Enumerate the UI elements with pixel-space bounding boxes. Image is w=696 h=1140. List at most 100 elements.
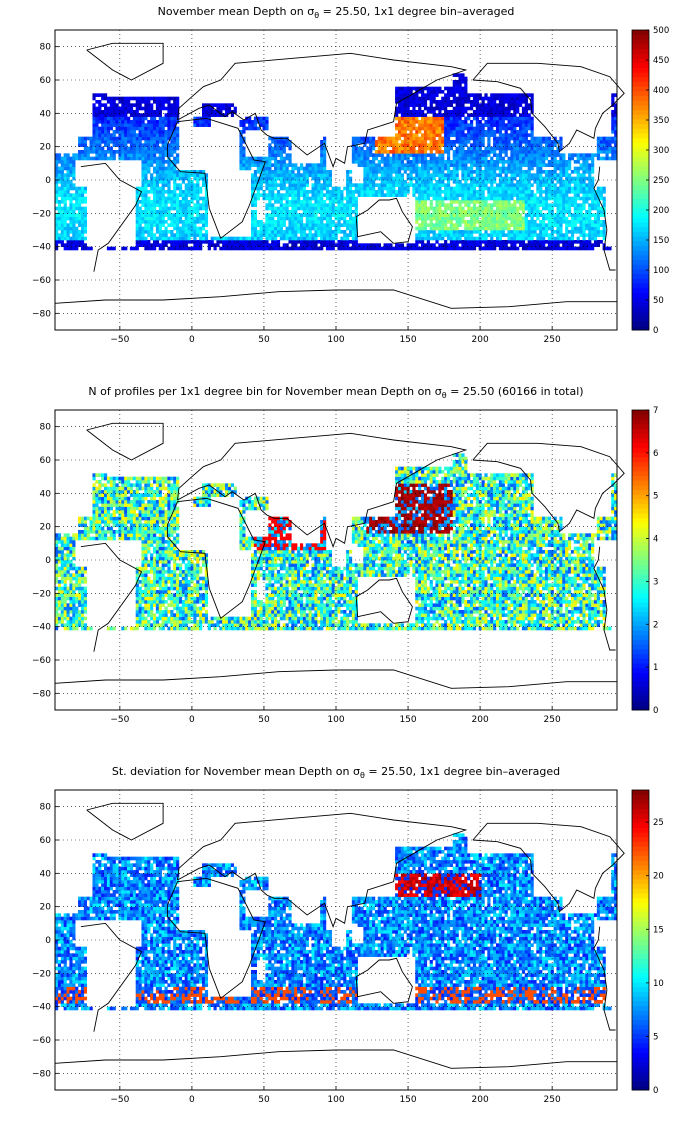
heat-cell xyxy=(501,156,505,161)
heat-cell xyxy=(239,140,243,144)
heat-cell xyxy=(568,160,572,164)
heat-cell xyxy=(222,240,226,244)
heat-cell xyxy=(115,123,119,127)
heat-cell xyxy=(141,123,145,127)
heat-cell xyxy=(271,220,275,224)
heat-cell xyxy=(446,113,451,117)
heat-cell xyxy=(421,116,425,121)
heat-cell xyxy=(568,186,572,191)
heat-cell xyxy=(498,110,503,114)
heat-cell xyxy=(297,226,301,231)
heat-cell xyxy=(446,130,451,134)
heat-cell xyxy=(325,206,330,211)
heat-cell xyxy=(438,116,442,121)
heat-cell xyxy=(354,140,358,144)
heat-cell xyxy=(147,180,151,184)
heat-cell xyxy=(311,183,315,187)
heat-cell xyxy=(415,126,419,131)
heat-cell xyxy=(78,223,82,227)
heat-cell xyxy=(92,110,96,114)
heat-cell xyxy=(80,136,85,141)
heat-cell xyxy=(144,140,148,144)
heat-cell xyxy=(478,186,482,191)
heat-cell xyxy=(118,133,122,137)
heat-cell xyxy=(242,140,246,144)
heat-cell xyxy=(124,143,128,147)
heat-cell xyxy=(415,133,419,137)
heat-cell xyxy=(423,130,428,134)
heat-cell xyxy=(63,196,67,201)
heat-cell xyxy=(487,213,491,217)
heat-cell xyxy=(470,146,474,151)
heat-cell xyxy=(285,200,289,204)
heat-cell xyxy=(98,133,102,137)
heat-cell xyxy=(432,230,436,234)
heat-cell xyxy=(455,236,459,241)
heat-cell xyxy=(132,153,136,157)
heat-cell xyxy=(346,186,350,191)
heat-cell xyxy=(219,246,223,251)
heat-cell xyxy=(516,220,520,224)
heat-cell xyxy=(547,180,552,184)
heat-cell xyxy=(596,150,601,154)
heat-cell xyxy=(366,183,370,187)
heat-cell xyxy=(591,203,595,207)
heat-cell xyxy=(415,243,419,247)
heat-cell xyxy=(173,203,177,207)
heat-cell xyxy=(409,173,413,177)
heat-cell xyxy=(80,206,85,211)
heat-cell xyxy=(57,180,62,184)
heat-cell xyxy=(176,196,180,201)
heat-cell xyxy=(66,243,70,247)
heat-cell xyxy=(78,240,82,244)
heat-cell xyxy=(69,183,73,187)
heat-cell xyxy=(521,236,526,241)
heat-cell xyxy=(138,126,142,131)
heat-cell xyxy=(461,243,465,247)
heat-cell xyxy=(421,156,425,161)
heat-cell xyxy=(325,226,330,231)
heat-cell xyxy=(279,213,283,217)
heat-cell xyxy=(144,190,148,194)
heat-cell xyxy=(611,136,615,141)
heat-cell xyxy=(135,210,139,214)
heat-cell xyxy=(521,210,526,214)
heat-cell xyxy=(256,126,260,131)
heat-cell xyxy=(250,203,255,207)
heat-cell xyxy=(242,136,246,141)
heat-cell xyxy=(438,136,442,141)
heat-cell xyxy=(614,156,618,161)
heat-cell xyxy=(435,133,439,137)
heat-cell xyxy=(467,240,471,244)
heat-cell xyxy=(524,226,528,231)
heat-cell xyxy=(377,170,381,174)
heat-cell xyxy=(582,226,586,231)
heat-cell xyxy=(201,173,206,177)
heat-cell xyxy=(441,120,445,124)
heat-cell xyxy=(593,203,598,207)
heat-cell xyxy=(521,160,526,164)
heat-cell xyxy=(435,170,439,174)
heat-cell xyxy=(412,193,416,197)
heat-cell xyxy=(409,153,413,157)
heat-cell xyxy=(135,140,139,144)
heat-cell xyxy=(498,136,503,141)
heat-cell xyxy=(227,246,232,251)
heat-cell xyxy=(201,206,206,211)
heat-cell xyxy=(181,190,185,194)
heat-cell xyxy=(55,170,59,174)
heat-cell xyxy=(507,203,511,207)
heat-cell xyxy=(75,243,79,247)
heat-cell xyxy=(458,150,462,154)
heat-cell xyxy=(544,136,549,141)
heat-cell xyxy=(524,206,528,211)
heat-cell xyxy=(467,206,471,211)
heat-cell xyxy=(346,240,350,244)
heat-cell xyxy=(467,230,471,234)
heat-cell xyxy=(608,136,612,141)
heat-cell xyxy=(484,163,488,167)
heat-cell xyxy=(478,110,482,114)
heat-cell xyxy=(363,136,367,141)
heat-cell xyxy=(403,120,407,124)
heat-cell xyxy=(438,140,442,144)
